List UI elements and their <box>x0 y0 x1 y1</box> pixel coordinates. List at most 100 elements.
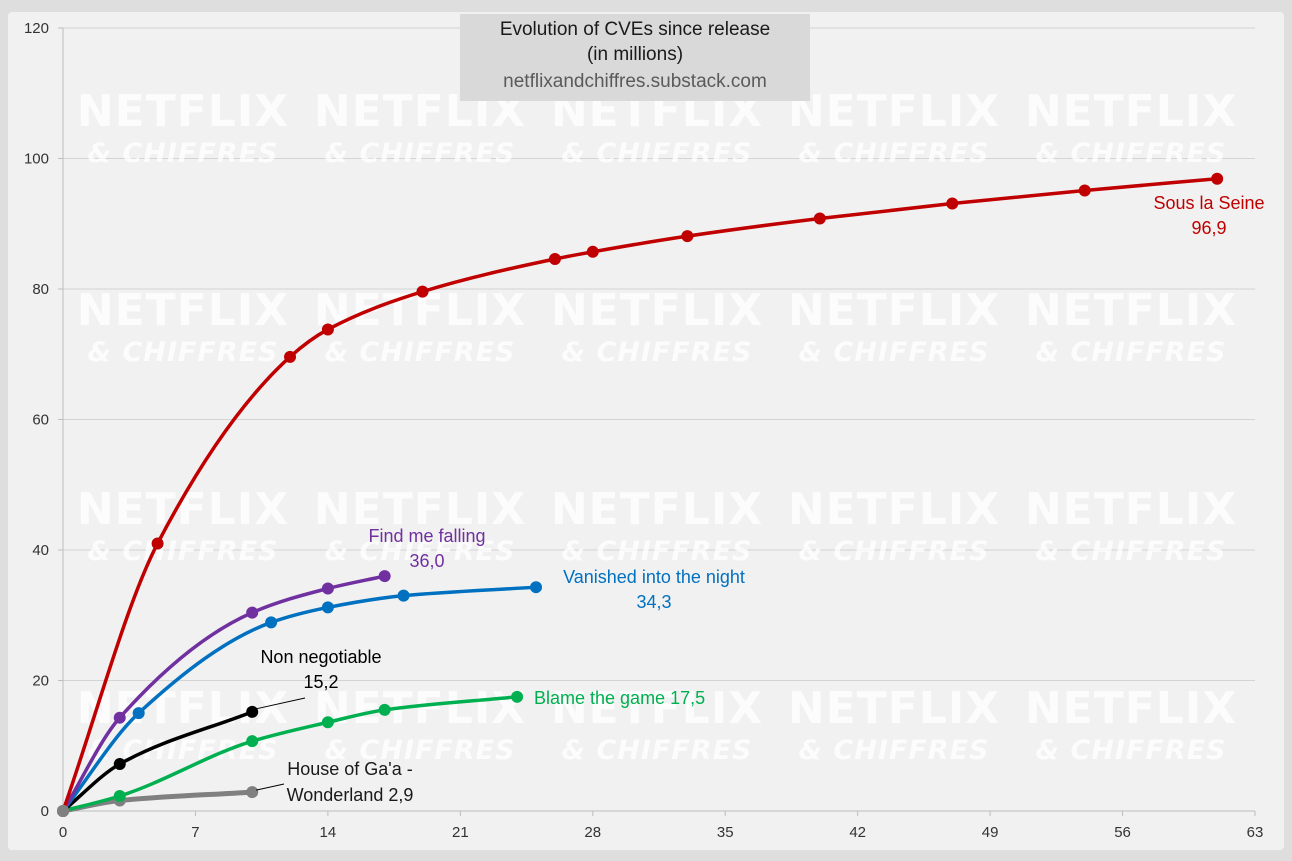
point-non-negotiable-1 <box>113 758 126 771</box>
watermark-chiffres: & CHIFFRES <box>799 735 990 766</box>
y-tick-label: 60 <box>32 412 49 429</box>
watermark-chiffres: & CHIFFRES <box>799 138 990 169</box>
x-tick-label: 49 <box>982 824 999 841</box>
watermark-netflix: NETFLIX <box>1025 484 1237 535</box>
watermark-chiffres: & CHIFFRES <box>88 536 279 567</box>
point-blame-the-game-1 <box>113 789 126 802</box>
point-vanished-into-the-night-1 <box>132 707 145 720</box>
watermark-chiffres: & CHIFFRES <box>88 337 279 368</box>
x-tick-label: 28 <box>584 824 601 841</box>
leader-house-of-gaa <box>256 783 285 791</box>
watermark-chiffres: & CHIFFRES <box>1036 536 1227 567</box>
label-house-of-gaa-line1: House of Ga'a - <box>287 759 413 779</box>
chart-source: netflixandchiffres.substack.com <box>503 71 767 92</box>
series-line-vanished-into-the-night <box>61 585 538 813</box>
x-tick-label: 0 <box>59 824 67 841</box>
watermark-chiffres: & CHIFFRES <box>1036 138 1227 169</box>
watermark-chiffres: & CHIFFRES <box>799 337 990 368</box>
label-non-negotiable-name: Non negotiable <box>260 647 381 667</box>
series-labels: Sous la Seine 96,9 Find me falling 36,0 Vani… <box>260 193 1264 805</box>
point-sous-la-seine-11 <box>1211 172 1224 185</box>
label-vanished-name: Vanished into the night <box>563 567 745 587</box>
watermark-netflix: NETFLIX <box>314 484 526 535</box>
label-find-me-falling-value: 36,0 <box>409 551 444 571</box>
label-sous-la-seine-value: 96,9 <box>1191 218 1226 238</box>
watermark-chiffres: & CHIFFRES <box>325 337 516 368</box>
watermark-chiffres: & CHIFFRES <box>325 138 516 169</box>
point-sous-la-seine-7 <box>681 230 694 243</box>
watermark-chiffres: & CHIFFRES <box>562 536 753 567</box>
watermark-netflix: NETFLIX <box>551 484 763 535</box>
x-tick-label: 21 <box>452 824 469 841</box>
x-tick-label: 42 <box>849 824 866 841</box>
point-sous-la-seine-6 <box>586 245 599 258</box>
point-vanished-into-the-night-4 <box>397 589 410 602</box>
point-find-me-falling-3 <box>321 582 334 595</box>
label-non-negotiable-value: 15,2 <box>303 672 338 692</box>
point-house-of-ga-a-wonderland-2 <box>246 786 259 799</box>
label-house-of-gaa-line2: Wonderland 2,9 <box>287 785 414 805</box>
y-tick-label: 40 <box>32 542 49 559</box>
axes <box>58 27 1256 816</box>
point-sous-la-seine-1 <box>151 537 164 550</box>
x-tick-label: 35 <box>717 824 734 841</box>
label-find-me-falling-name: Find me falling <box>368 526 485 546</box>
point-non-negotiable-2 <box>246 705 259 718</box>
title-box: Evolution of CVEs since release (in mill… <box>460 14 810 101</box>
x-tick-label: 7 <box>191 824 199 841</box>
tick-labels: 0 7 14 21 28 35 42 49 56 63 0 20 40 60 80 100 120 <box>24 20 1263 841</box>
point-blame-the-game-2 <box>246 735 259 748</box>
point-sous-la-seine-2 <box>284 350 297 363</box>
point-sous-la-seine-9 <box>946 197 959 210</box>
chart-title: Evolution of CVEs since release <box>500 19 770 40</box>
watermark-chiffres: & CHIFFRES <box>1036 337 1227 368</box>
point-sous-la-seine-0 <box>57 805 69 817</box>
label-vanished-value: 34,3 <box>636 592 671 612</box>
watermark-netflix: NETFLIX <box>314 683 526 734</box>
label-blame-the-game: Blame the game 17,5 <box>534 688 705 708</box>
label-leader-lines <box>256 697 306 791</box>
watermark-chiffres: & CHIFFRES <box>1036 735 1227 766</box>
y-tick-label: 100 <box>24 151 49 168</box>
watermark-chiffres: & CHIFFRES <box>562 138 753 169</box>
watermark-netflix: NETFLIX <box>77 285 289 336</box>
point-sous-la-seine-4 <box>416 285 429 298</box>
point-blame-the-game-3 <box>321 716 334 729</box>
chart-subtitle: (in millions) <box>587 44 683 65</box>
point-find-me-falling-2 <box>246 606 259 619</box>
point-vanished-into-the-night-5 <box>530 581 543 594</box>
point-find-me-falling-4 <box>378 570 391 583</box>
point-sous-la-seine-3 <box>321 323 334 336</box>
point-blame-the-game-4 <box>378 703 391 716</box>
watermark-netflix: NETFLIX <box>551 285 763 336</box>
watermark-netflix: NETFLIX <box>788 86 1000 137</box>
watermark-netflix: NETFLIX <box>1025 86 1237 137</box>
series-line-non-negotiable <box>61 710 254 813</box>
point-sous-la-seine-8 <box>813 212 826 225</box>
y-tick-label: 20 <box>32 673 49 690</box>
watermark-netflix: NETFLIX <box>77 484 289 535</box>
watermark-netflix: NETFLIX <box>1025 683 1237 734</box>
watermark-netflix: NETFLIX <box>1025 285 1237 336</box>
watermark-netflix: NETFLIX <box>788 285 1000 336</box>
watermark-netflix: NETFLIX <box>788 683 1000 734</box>
leader-non-negotiable <box>256 697 306 710</box>
watermark-netflix: NETFLIX <box>788 484 1000 535</box>
watermark-netflix: NETFLIX <box>77 86 289 137</box>
watermark-chiffres: & CHIFFRES <box>325 536 516 567</box>
label-sous-la-seine-name: Sous la Seine <box>1153 193 1264 213</box>
watermark-chiffres: & CHIFFRES <box>562 337 753 368</box>
watermark-chiffres: & CHIFFRES <box>325 735 516 766</box>
y-tick-label: 120 <box>24 20 49 37</box>
series-points <box>57 172 1224 817</box>
x-tick-label: 63 <box>1247 824 1264 841</box>
chart-frame: NETFLIX & CHIFFRES NETFLIX & CHIFFRES NETFLI… <box>8 12 1284 850</box>
title-background <box>460 14 810 101</box>
watermark-chiffres: & CHIFFRES <box>88 138 279 169</box>
x-tick-label: 14 <box>320 824 337 841</box>
point-blame-the-game-5 <box>511 690 524 703</box>
point-sous-la-seine-10 <box>1078 184 1091 197</box>
series-line-house-of-ga-a-wonderland <box>60 789 255 814</box>
